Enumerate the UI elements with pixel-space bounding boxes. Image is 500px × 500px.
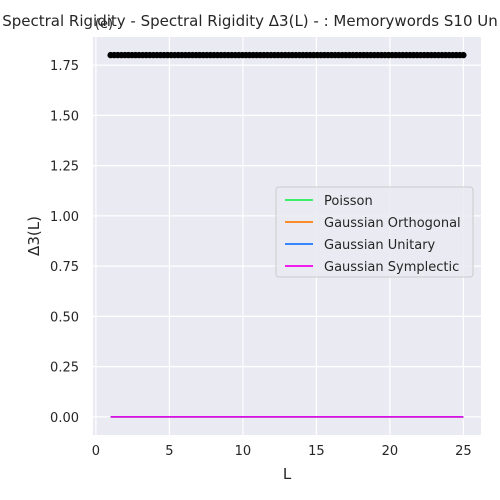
x-tick-label: 0	[92, 444, 100, 459]
legend-frame	[275, 186, 474, 278]
y-tick-label: 1.75	[50, 59, 79, 74]
y-tick-label: 1.50	[50, 109, 79, 124]
y-tick-label: 0.25	[50, 361, 79, 376]
legend-label: Gaussian Unitary	[324, 238, 436, 253]
legend-label: Poisson	[324, 194, 373, 209]
data-point	[460, 51, 467, 59]
y-axis-ticks: 0.00 0.25 0.50 0.75 1.00 1.25 1.50 1.75	[50, 59, 79, 426]
y-axis-label: Δ3(L)	[25, 216, 43, 256]
x-axis-label: L	[283, 465, 292, 483]
scatter-points	[107, 51, 467, 59]
x-tick-label: 5	[165, 444, 173, 459]
legend-label: Gaussian Symplectic	[324, 260, 459, 275]
x-tick-label: 20	[382, 444, 399, 459]
x-axis-ticks: 0 5 10 15 20 25	[92, 444, 472, 459]
x-tick-label: 15	[308, 444, 325, 459]
x-tick-label: 10	[235, 444, 252, 459]
y-tick-label: 0.50	[50, 310, 79, 325]
corner-label: (e)	[95, 17, 113, 32]
y-tick-label: 0.75	[50, 260, 79, 275]
chart-title: Spectral Rigidity - Spectral Rigidity Δ3…	[2, 12, 498, 30]
legend: Poisson Gaussian Orthogonal Gaussian Unita…	[275, 186, 474, 278]
legend-label: Gaussian Orthogonal	[324, 216, 461, 231]
x-tick-label: 25	[455, 444, 472, 459]
y-tick-label: 1.25	[50, 160, 79, 175]
y-tick-label: 0.00	[50, 411, 79, 426]
y-tick-label: 1.00	[50, 210, 79, 225]
